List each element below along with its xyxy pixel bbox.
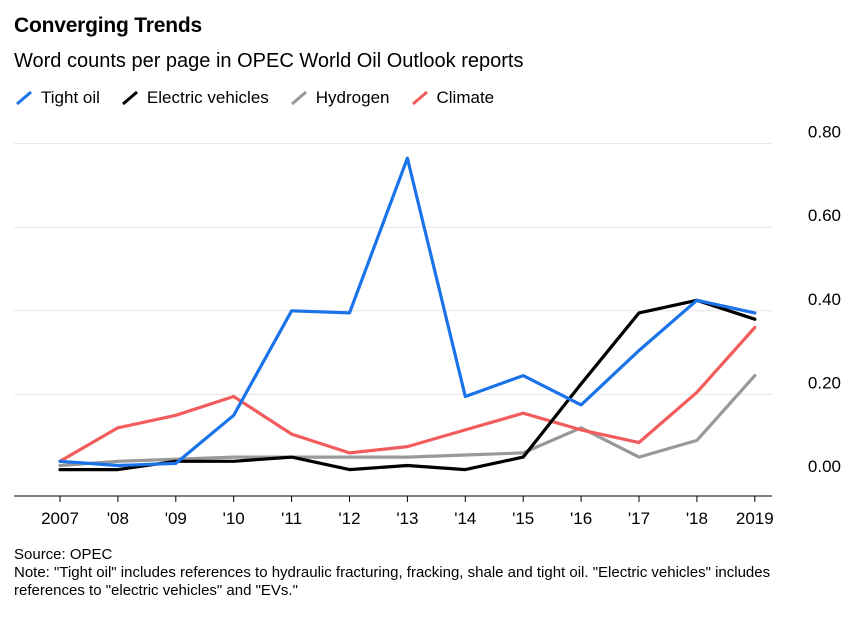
series-line-tight-oil <box>58 156 757 468</box>
chart-title: Converging Trends <box>14 14 202 37</box>
legend-label-electric-vehicles: Electric vehicles <box>146 88 269 107</box>
legend-item-hydrogen: Hydrogen <box>289 88 390 108</box>
y-tick-label: 0.20 <box>808 373 841 392</box>
legend-item-tight-oil: Tight oil <box>14 88 100 108</box>
footer: Source: OPEC Note: "Tight oil" includes … <box>14 546 814 600</box>
series-line-electric-vehicles <box>58 298 757 472</box>
x-tick-label: '09 <box>165 509 187 528</box>
x-tick-label: '11 <box>281 509 302 528</box>
legend-swatch-electric-vehicles <box>121 90 138 106</box>
x-tick-label: 2019 <box>736 509 774 528</box>
x-tick-label: '15 <box>512 509 534 528</box>
x-tick-label: '10 <box>223 509 245 528</box>
chart-subtitle: Word counts per page in OPEC World Oil O… <box>14 50 524 72</box>
legend-swatch-hydrogen <box>290 90 307 106</box>
legend: Tight oil Electric vehicles Hydrogen Cli… <box>14 88 514 108</box>
x-tick-label: 2007 <box>41 509 79 528</box>
legend-label-hydrogen: Hydrogen <box>315 88 390 107</box>
x-tick-label: '18 <box>686 509 708 528</box>
x-tick-label: '16 <box>570 509 592 528</box>
definition-note: Note: "Tight oil" includes references to… <box>14 564 771 599</box>
legend-swatch-climate <box>411 90 428 106</box>
legend-line-hydrogen <box>290 90 307 106</box>
x-tick-label: '14 <box>454 509 476 528</box>
y-tick-label: 0.60 <box>808 206 841 225</box>
y-tick-label: 0.40 <box>808 290 841 309</box>
x-tick-label: '12 <box>338 509 360 528</box>
x-tick-label: '08 <box>107 509 129 528</box>
legend-line-climate <box>411 90 428 106</box>
x-tick-label: '17 <box>628 509 650 528</box>
x-tick-label: '13 <box>396 509 418 528</box>
y-tick-label: 0.00 <box>808 457 841 476</box>
line-chart: 0.00 0.20 0.40 0.60 0.80 2007 '08 '09 '10 '11 '12 '… <box>14 123 841 528</box>
legend-line-electric-vehicles <box>121 90 138 106</box>
series-line-hydrogen <box>58 374 757 468</box>
source-note: Source: OPEC <box>14 546 113 563</box>
legend-label-tight-oil: Tight oil <box>41 88 100 107</box>
legend-item-climate: Climate <box>410 88 495 108</box>
legend-label-climate: Climate <box>436 88 495 107</box>
legend-item-electric-vehicles: Electric vehicles <box>120 88 269 108</box>
legend-swatch-tight-oil <box>16 90 32 106</box>
y-tick-label: 0.80 <box>808 123 841 142</box>
legend-line-tight-oil <box>16 90 32 106</box>
series-line-climate <box>58 325 757 463</box>
